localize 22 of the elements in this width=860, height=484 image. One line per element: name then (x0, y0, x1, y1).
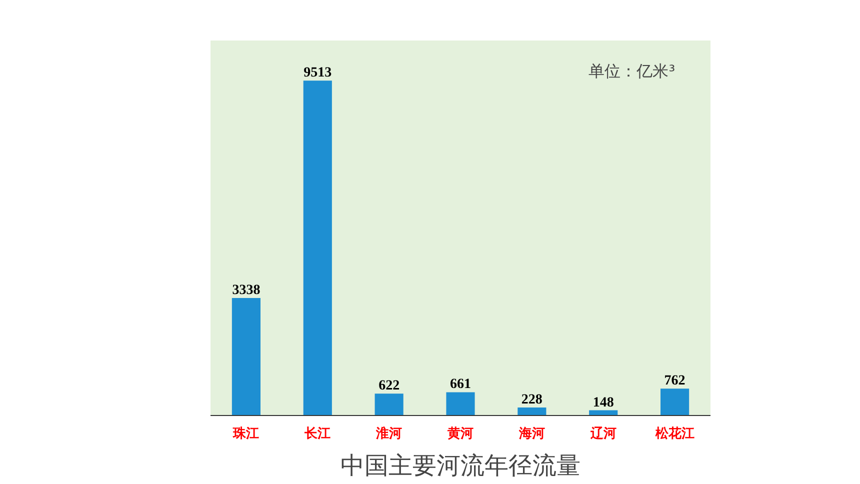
x-tick-label: 珠江 (232, 426, 260, 442)
data-label: 3338 (232, 283, 260, 298)
data-label: 9513 (304, 66, 332, 81)
bar (518, 407, 546, 416)
data-label: 148 (592, 395, 614, 410)
x-tick-label: 长江 (304, 426, 331, 442)
x-tick-label: 淮河 (375, 426, 402, 442)
data-label: 762 (664, 374, 686, 389)
text: 中国主要河流年径流量 (340, 452, 580, 480)
data-label: 661 (450, 377, 471, 392)
annotation: 单位：亿米³ (588, 62, 676, 81)
bar (446, 392, 475, 416)
x-tick-label: 黄河 (446, 426, 474, 442)
bar (232, 298, 260, 416)
bar (660, 388, 690, 416)
x-tick-label: 松花江 (654, 426, 694, 442)
bar (374, 394, 404, 416)
data-label: 622 (378, 378, 400, 394)
bar (303, 80, 332, 416)
x-tick-label: 海河 (518, 426, 545, 442)
x-tick-label: 辽河 (589, 426, 616, 442)
data-label: 228 (521, 392, 542, 408)
